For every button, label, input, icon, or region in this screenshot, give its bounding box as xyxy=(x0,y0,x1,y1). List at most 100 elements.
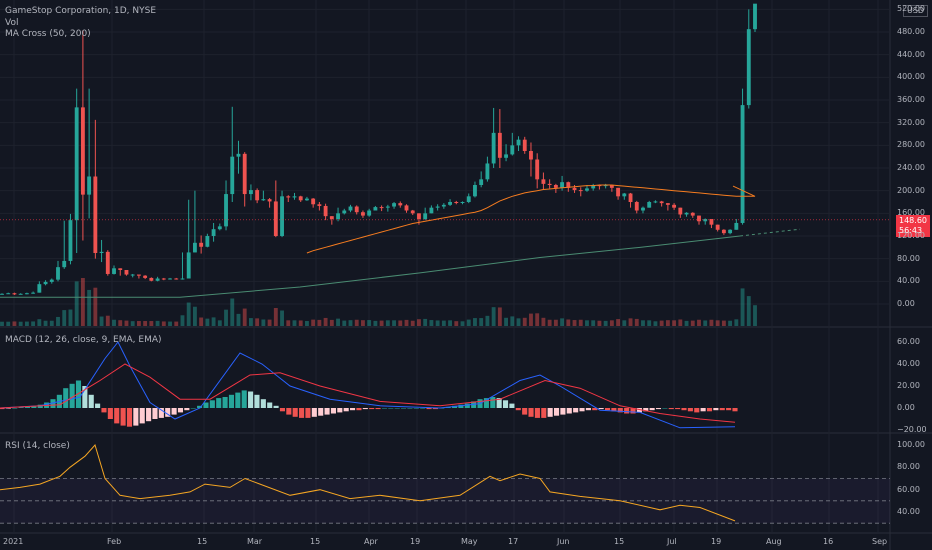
macd-histogram-bar xyxy=(483,398,489,408)
volume-bar xyxy=(522,317,527,326)
candle-body xyxy=(161,278,166,280)
volume-bar xyxy=(721,320,726,326)
volume-bar xyxy=(609,320,614,326)
macd-histogram-bar xyxy=(350,408,356,411)
candle-body xyxy=(367,210,372,216)
volume-bar xyxy=(31,321,36,326)
volume-bar xyxy=(292,320,297,326)
volume-bar xyxy=(99,316,104,326)
volume-bar xyxy=(392,320,396,326)
candle-body xyxy=(535,159,540,180)
volume-bar xyxy=(734,319,739,326)
price-axis-label: 440.00 xyxy=(897,49,925,59)
candle-body xyxy=(529,151,533,160)
price-axis-label: 520.00 xyxy=(897,4,925,14)
volume-bar xyxy=(753,305,757,326)
macd-histogram-bar xyxy=(528,408,534,417)
candle-body xyxy=(354,206,359,213)
macd-histogram-bar xyxy=(592,408,598,411)
candle-body xyxy=(379,207,384,209)
volume-bar xyxy=(647,320,652,326)
macd-histogram-bar xyxy=(719,408,725,411)
macd-histogram-bar xyxy=(228,394,235,408)
macd-histogram-bar xyxy=(190,408,196,409)
candle-body xyxy=(242,153,247,195)
volume-bar xyxy=(746,296,751,326)
candle-body xyxy=(348,206,353,211)
volume-bar xyxy=(591,320,596,326)
volume-bar xyxy=(0,321,4,326)
macd-histogram-bar xyxy=(241,390,247,408)
currency-badge[interactable]: USD xyxy=(903,5,929,17)
candle-body xyxy=(603,185,608,187)
volume-bar xyxy=(87,289,92,326)
macd-histogram-bar xyxy=(324,408,330,415)
volume-bar xyxy=(560,318,565,326)
candle-body xyxy=(647,202,652,208)
volume-bar xyxy=(118,320,123,326)
macd-histogram-bar xyxy=(636,408,642,413)
candle-body xyxy=(186,252,191,279)
volume-bar xyxy=(311,319,316,326)
candle-body xyxy=(155,278,160,281)
time-axis-label: 15 xyxy=(614,537,625,546)
candle-body xyxy=(192,242,197,253)
macd-histogram-bar xyxy=(356,408,362,411)
macd-histogram-bar xyxy=(330,408,336,414)
volume-bar xyxy=(510,316,515,326)
candle-body xyxy=(448,202,452,205)
volume-bar xyxy=(49,320,54,326)
time-axis-label: Jun xyxy=(557,537,570,546)
price-axis-label: 160.00 xyxy=(897,208,925,218)
candle-body xyxy=(491,132,496,164)
volume-bar xyxy=(653,321,658,326)
volume-bar xyxy=(578,319,583,326)
macd-histogram-bar xyxy=(133,408,139,426)
macd-title: MACD (12, 26, close, 9, EMA, EMA) xyxy=(5,335,162,345)
last-price: 148.60 xyxy=(899,216,927,225)
volume-bar xyxy=(466,319,471,326)
volume-bar xyxy=(280,310,284,326)
volume-bar xyxy=(547,319,552,326)
rsi-axis-label: 40.00 xyxy=(897,507,920,516)
macd-histogram-bar xyxy=(694,408,700,413)
candle-body xyxy=(99,251,104,253)
candle-body xyxy=(56,267,60,280)
candle-body xyxy=(678,207,683,215)
volume-bar xyxy=(199,317,204,326)
candle-body xyxy=(690,212,695,216)
bar-countdown: 56:43 xyxy=(899,226,923,235)
volume-bar xyxy=(535,313,540,326)
volume-bar xyxy=(329,319,334,326)
macd-histogram-bar xyxy=(177,408,184,413)
volume-bar xyxy=(585,320,589,326)
candle-body xyxy=(317,204,322,206)
volume-bar xyxy=(628,318,633,326)
candle-body xyxy=(504,154,509,158)
candle-body xyxy=(336,213,340,219)
candle-body xyxy=(423,213,428,219)
candle-body xyxy=(641,207,645,211)
candle-body xyxy=(653,201,658,203)
macd-histogram-bar xyxy=(95,403,101,408)
macd-histogram-bar xyxy=(585,408,591,411)
macd-histogram-bar xyxy=(560,408,566,415)
candle-body xyxy=(248,190,253,195)
price-axis-label: 280.00 xyxy=(897,140,925,150)
candle-body xyxy=(18,293,23,295)
volume-bar xyxy=(130,321,135,326)
ma200-line xyxy=(0,235,741,298)
candle-body xyxy=(473,185,477,197)
candle-body xyxy=(205,236,210,247)
candle-body xyxy=(404,205,409,211)
volume-bar xyxy=(230,298,235,326)
macd-axis-label: 0.00 xyxy=(897,403,915,412)
macd-histogram-bar xyxy=(75,380,82,408)
macd-histogram-bar xyxy=(222,397,228,408)
macd-histogram-bar xyxy=(375,408,381,410)
macd-histogram-bar xyxy=(318,408,324,416)
volume-bar xyxy=(435,320,440,326)
candle-body xyxy=(460,202,465,203)
macd-histogram-bar xyxy=(490,397,496,408)
